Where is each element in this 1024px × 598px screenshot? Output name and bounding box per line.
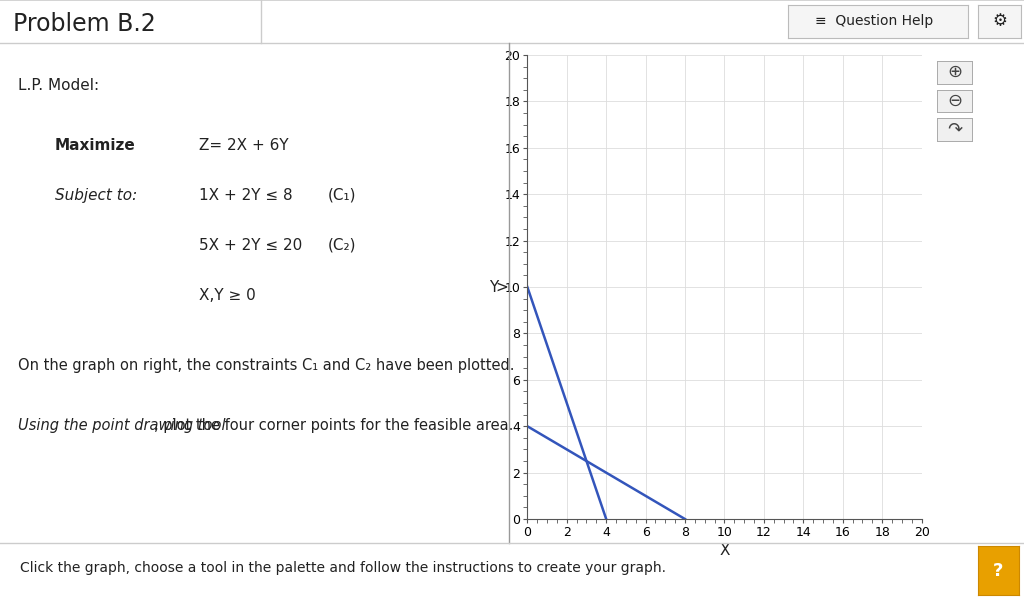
Text: ⚙: ⚙ (992, 13, 1007, 30)
Text: ↷: ↷ (947, 121, 962, 139)
Text: Maximize: Maximize (55, 138, 136, 153)
Text: 1X + 2Y ≤ 8: 1X + 2Y ≤ 8 (199, 188, 293, 203)
Text: ⊕: ⊕ (947, 63, 962, 81)
Text: Z= 2X + 6Y: Z= 2X + 6Y (199, 138, 289, 153)
Text: ≡  Question Help: ≡ Question Help (815, 14, 934, 29)
Text: (C₁): (C₁) (328, 188, 356, 203)
Text: L.P. Model:: L.P. Model: (17, 78, 98, 93)
Text: X,Y ≥ 0: X,Y ≥ 0 (199, 288, 256, 303)
Text: Problem B.2: Problem B.2 (12, 11, 156, 36)
Text: 5X + 2Y ≤ 20: 5X + 2Y ≤ 20 (199, 238, 302, 253)
Text: Using the point drawing tool: Using the point drawing tool (17, 418, 225, 433)
Text: Click the graph, choose a tool in the palette and follow the instructions to cre: Click the graph, choose a tool in the pa… (19, 561, 666, 575)
Text: >: > (496, 279, 508, 295)
Y-axis label: Y: Y (488, 279, 498, 295)
Text: ?: ? (993, 562, 1004, 579)
Text: On the graph on right, the constraints C₁ and C₂ have been plotted.: On the graph on right, the constraints C… (17, 358, 514, 373)
Text: Subject to:: Subject to: (55, 188, 137, 203)
Text: (C₂): (C₂) (328, 238, 356, 253)
X-axis label: X: X (719, 543, 730, 558)
Text: ⊖: ⊖ (947, 92, 962, 110)
Text: , plot the four corner points for the feasible area.: , plot the four corner points for the fe… (155, 418, 514, 433)
